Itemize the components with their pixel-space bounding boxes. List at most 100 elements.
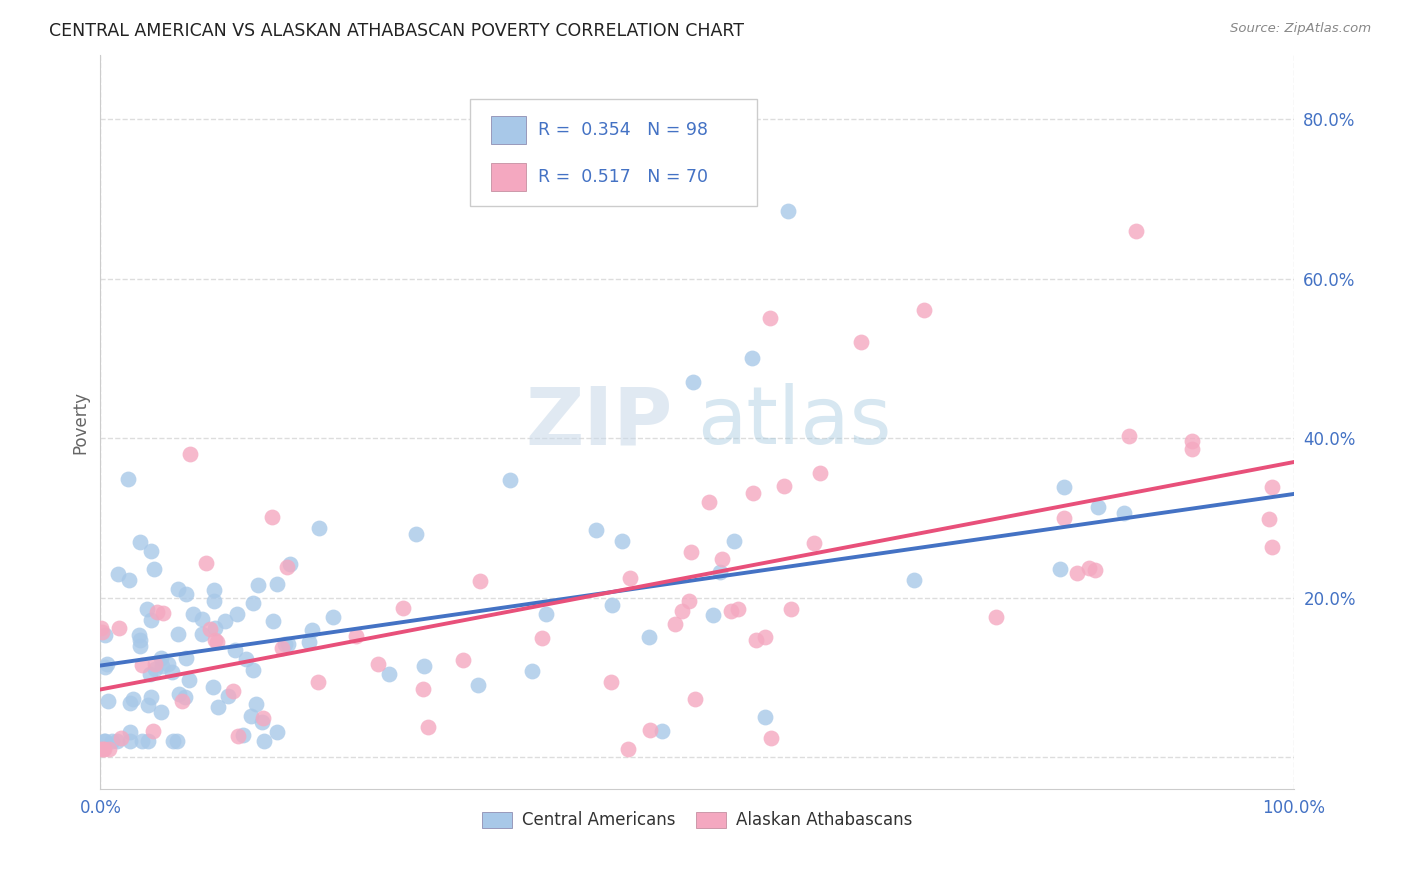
Point <box>204 632 226 647</box>
Point <box>150 659 173 673</box>
Point <box>110 731 132 745</box>
Point <box>149 705 172 719</box>
Point <box>1053 480 1076 494</box>
Point <box>167 582 190 596</box>
Point <box>1087 500 1109 515</box>
Point <box>242 664 264 678</box>
Point <box>128 628 150 642</box>
Point <box>108 621 131 635</box>
Point <box>1114 506 1136 520</box>
Point <box>118 573 141 587</box>
Point <box>702 608 724 623</box>
Text: ZIP: ZIP <box>526 384 673 461</box>
Point <box>131 657 153 672</box>
Point <box>773 479 796 493</box>
Point <box>232 728 254 742</box>
Point <box>162 665 184 679</box>
Point <box>744 633 766 648</box>
FancyBboxPatch shape <box>491 163 526 191</box>
Point <box>681 545 703 559</box>
Point <box>129 639 152 653</box>
Point <box>758 311 780 326</box>
Point <box>278 557 301 571</box>
Point <box>181 607 204 622</box>
Point <box>207 635 229 649</box>
Point <box>308 675 330 690</box>
Point <box>191 627 214 641</box>
Point <box>129 633 152 648</box>
Point <box>226 607 249 622</box>
Point <box>640 723 662 737</box>
Point <box>600 674 623 689</box>
Point <box>1053 511 1076 525</box>
Point <box>741 486 763 500</box>
Point <box>664 616 686 631</box>
Point <box>162 734 184 748</box>
Point <box>135 602 157 616</box>
Text: R =  0.517   N = 70: R = 0.517 N = 70 <box>538 168 709 186</box>
Point <box>252 711 274 725</box>
Point <box>277 637 299 651</box>
Point <box>405 527 427 541</box>
Point <box>678 593 700 607</box>
Point <box>413 659 436 673</box>
Point <box>239 708 262 723</box>
Point <box>149 650 172 665</box>
Point <box>105 734 128 748</box>
Point <box>107 567 129 582</box>
Point <box>260 510 283 524</box>
Point <box>167 686 190 700</box>
Point <box>803 535 825 549</box>
Point <box>174 586 197 600</box>
FancyBboxPatch shape <box>491 116 526 144</box>
Point <box>759 731 782 745</box>
Point <box>174 690 197 705</box>
Point <box>912 303 935 318</box>
Point <box>120 724 142 739</box>
Point <box>118 734 141 748</box>
Point <box>246 578 269 592</box>
Point <box>710 551 733 566</box>
Text: Source: ZipAtlas.com: Source: ZipAtlas.com <box>1230 22 1371 36</box>
Point <box>93 734 115 748</box>
FancyBboxPatch shape <box>470 99 756 206</box>
Point <box>179 447 201 461</box>
Point <box>129 535 152 549</box>
Point <box>167 627 190 641</box>
Point <box>367 657 389 672</box>
Point <box>118 696 141 710</box>
Point <box>617 742 640 756</box>
Point <box>245 697 267 711</box>
Point <box>270 641 292 656</box>
Point <box>467 678 489 692</box>
Point <box>651 724 673 739</box>
Point <box>903 573 925 587</box>
Point <box>412 682 434 697</box>
Point <box>1066 566 1088 580</box>
Point <box>266 576 288 591</box>
Point <box>308 521 330 535</box>
Point <box>139 544 162 558</box>
Point <box>610 534 633 549</box>
Point <box>1084 563 1107 577</box>
Point <box>754 710 776 724</box>
Point <box>96 657 118 671</box>
Text: atlas: atlas <box>697 384 891 461</box>
Point <box>143 657 166 672</box>
Point <box>204 621 226 635</box>
Point <box>298 635 321 649</box>
Point <box>91 742 114 756</box>
Point <box>97 742 120 756</box>
Point <box>1125 224 1147 238</box>
Point <box>90 621 112 635</box>
Point <box>97 694 120 708</box>
Point <box>94 660 117 674</box>
Point <box>93 742 115 756</box>
Point <box>1260 480 1282 494</box>
Point <box>322 610 344 624</box>
Point <box>222 684 245 698</box>
Point <box>344 629 367 643</box>
Point <box>90 624 112 639</box>
Point <box>117 472 139 486</box>
Text: CENTRAL AMERICAN VS ALASKAN ATHABASCAN POVERTY CORRELATION CHART: CENTRAL AMERICAN VS ALASKAN ATHABASCAN P… <box>49 22 744 40</box>
